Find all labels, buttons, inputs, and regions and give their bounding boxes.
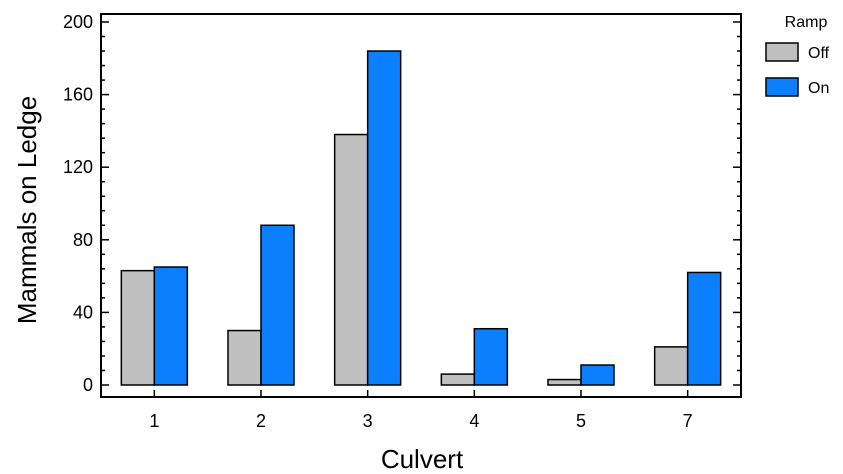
- y-tick-label: 80: [73, 230, 93, 250]
- y-tick-label: 40: [73, 302, 93, 322]
- y-tick-label: 0: [83, 375, 93, 395]
- bar-on-4: [473, 327, 509, 386]
- bar-off-7: [653, 346, 689, 386]
- bar-on-2: [260, 224, 295, 386]
- y-axis: 0 40 80 120 160 200: [63, 12, 741, 395]
- x-axis-title: Culvert: [381, 444, 464, 474]
- x-tick-label: 5: [576, 411, 586, 431]
- y-axis-title: Mammals on Ledge: [12, 96, 42, 324]
- bar-off-4: [440, 373, 476, 386]
- legend-swatch-off: [765, 42, 799, 62]
- bars-layer: [120, 50, 722, 386]
- y-tick-label: 200: [63, 12, 93, 32]
- bar-on-7: [686, 271, 722, 386]
- x-axis: 1 2 3 4 5 7: [149, 390, 693, 431]
- bar-off-2: [227, 329, 262, 386]
- bar-off-3: [333, 133, 369, 386]
- bar-on-5: [580, 364, 615, 386]
- legend-title: Ramp: [785, 14, 828, 31]
- y-tick-label: 120: [63, 157, 93, 177]
- plot-frame: [100, 13, 742, 398]
- x-tick-label: 4: [469, 411, 479, 431]
- bar-off-5: [547, 378, 582, 386]
- legend: Ramp Off On: [765, 14, 830, 97]
- bar-on-1: [153, 266, 189, 386]
- x-tick-label: 7: [683, 411, 693, 431]
- legend-label-off: Off: [808, 45, 830, 62]
- x-tick-label: 3: [363, 411, 373, 431]
- bar-on-3: [366, 50, 402, 386]
- x-tick-label: 1: [149, 411, 159, 431]
- x-tick-label: 2: [256, 411, 266, 431]
- bar-off-1: [120, 269, 156, 386]
- y-tick-label: 160: [63, 85, 93, 105]
- legend-label-on: On: [808, 80, 829, 97]
- legend-swatch-on: [765, 77, 799, 97]
- plot-border: [100, 13, 742, 398]
